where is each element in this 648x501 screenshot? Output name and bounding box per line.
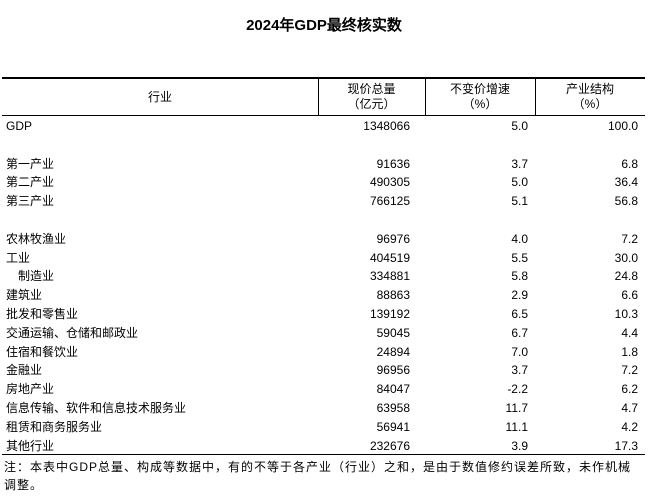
col-divider <box>425 78 426 115</box>
cell: 490305 <box>369 175 410 190</box>
cell: 4.4 <box>621 325 638 340</box>
cell: 30.0 <box>614 250 638 265</box>
cell: 404519 <box>369 250 410 265</box>
cell: 2.9 <box>511 288 528 303</box>
row-label: 制造业 <box>18 269 55 284</box>
row-label: GDP <box>6 119 33 133</box>
cell: 5.5 <box>511 250 528 265</box>
row-label: 批发和零售业 <box>6 307 79 321</box>
cell: 11.1 <box>505 419 528 434</box>
cell: 6.7 <box>511 325 528 340</box>
cell: 56941 <box>376 419 410 434</box>
cell: 7.2 <box>621 363 638 378</box>
rule-bottom <box>2 454 645 455</box>
rule-header <box>2 115 645 116</box>
cell: 10.3 <box>614 307 638 321</box>
cell: 766125 <box>369 194 410 209</box>
cell: 24.8 <box>614 269 638 284</box>
cell: 84047 <box>376 382 410 397</box>
cell: 24894 <box>376 344 410 359</box>
cell: -2.2 <box>507 382 528 397</box>
row-label: 工业 <box>6 250 31 265</box>
row-label: 信息传输、软件和信息技术服务业 <box>6 401 187 415</box>
row-label: 农林牧渔业 <box>6 231 67 246</box>
cell: 139192 <box>369 307 410 321</box>
cell: 17.3 <box>614 438 638 453</box>
row-label: 第二产业 <box>6 175 55 190</box>
cell: 11.7 <box>505 401 528 415</box>
cell: 3.7 <box>511 363 528 378</box>
col-divider <box>318 78 319 115</box>
cell: 96956 <box>376 363 410 378</box>
header-cell: （%） <box>572 97 608 111</box>
cell: 4.2 <box>621 419 638 434</box>
cell: 6.5 <box>511 307 528 321</box>
cell: 5.0 <box>511 175 528 190</box>
row-label: 第一产业 <box>6 156 55 171</box>
header-cell: 不变价增速 <box>449 82 510 96</box>
row-label: 第三产业 <box>6 194 55 209</box>
row-label: 房地产业 <box>6 382 55 397</box>
cell: 36.4 <box>614 175 638 190</box>
row-label: 其他行业 <box>6 438 55 453</box>
cell: 1348066 <box>363 119 410 133</box>
row-label: 交通运输、仓储和邮政业 <box>6 325 139 340</box>
cell: 6.6 <box>621 288 638 303</box>
cell: 5.8 <box>511 269 528 284</box>
cell: 4.7 <box>621 401 638 415</box>
cell: 232676 <box>369 438 410 453</box>
cell: 1.8 <box>621 344 638 359</box>
cell: 5.1 <box>511 194 528 209</box>
row-label: 租赁和商务服务业 <box>6 419 103 434</box>
header-cell: （%） <box>462 97 498 111</box>
row-label: 住宿和餐饮业 <box>6 344 79 359</box>
note: 注：本表中GDP总量、构成等数据中，有的不等于各产业（行业）之和，是由于数值修约… <box>4 460 632 492</box>
cell: 6.2 <box>621 382 638 397</box>
header-cell: 行业 <box>147 90 172 104</box>
cell: 91636 <box>376 156 410 171</box>
header-cell: 现价总量 <box>347 82 396 96</box>
cell: 63958 <box>376 401 410 415</box>
cell: 59045 <box>376 325 410 340</box>
cell: 7.2 <box>621 231 638 246</box>
cell: 96976 <box>376 231 410 246</box>
header-cell: 产业结构 <box>565 82 614 96</box>
cell: 100.0 <box>607 119 638 133</box>
row-label: 金融业 <box>6 363 43 378</box>
cell: 3.9 <box>511 438 528 453</box>
cell: 5.0 <box>511 119 528 133</box>
cell: 56.8 <box>614 194 638 209</box>
cell: 3.7 <box>511 156 528 171</box>
header-cell: （亿元） <box>347 97 396 111</box>
row-label: 建筑业 <box>6 288 43 303</box>
cell: 88863 <box>376 288 410 303</box>
rule-top <box>2 77 645 79</box>
cell: 334881 <box>369 269 410 284</box>
cell: 4.0 <box>511 231 528 246</box>
col-divider <box>535 78 536 115</box>
title: 2024年GDP最终核实数 <box>246 17 402 34</box>
cell: 7.0 <box>511 344 528 359</box>
cell: 6.8 <box>621 156 638 171</box>
